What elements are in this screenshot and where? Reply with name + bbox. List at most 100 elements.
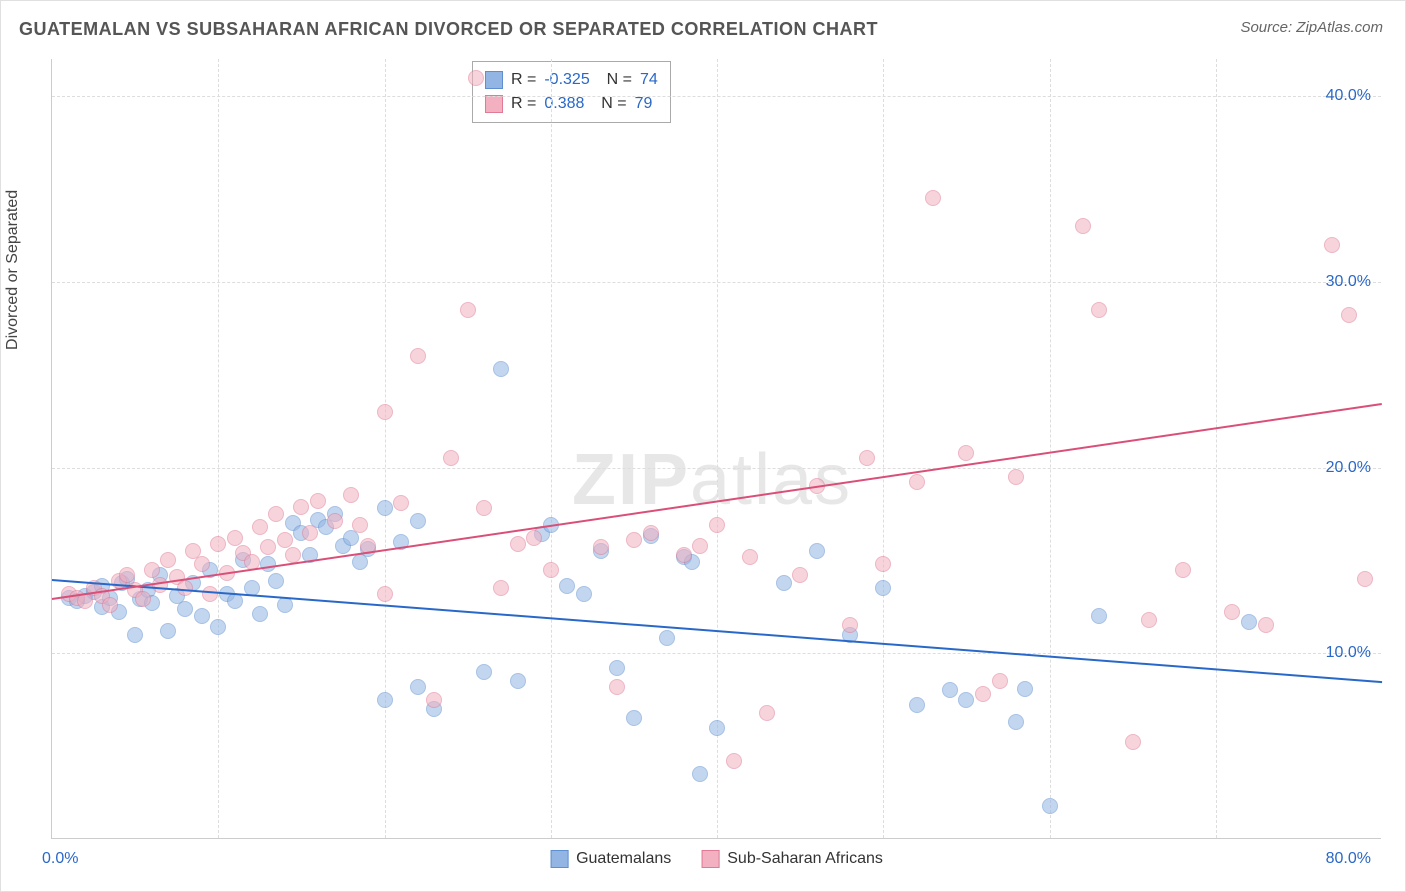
data-point-series-1: [626, 710, 642, 726]
data-point-series-1: [177, 601, 193, 617]
data-point-series-2: [293, 499, 309, 515]
data-point-series-1: [127, 627, 143, 643]
data-point-series-2: [1091, 302, 1107, 318]
n-value-1: 74: [640, 68, 658, 92]
data-point-series-1: [227, 593, 243, 609]
data-point-series-1: [776, 575, 792, 591]
data-point-series-2: [227, 530, 243, 546]
data-point-series-2: [426, 692, 442, 708]
data-point-series-2: [1357, 571, 1373, 587]
gridline-vertical: [385, 59, 386, 838]
data-point-series-2: [742, 549, 758, 565]
y-tick-label: 10.0%: [1326, 644, 1371, 662]
data-point-series-2: [626, 532, 642, 548]
data-point-series-2: [692, 538, 708, 554]
data-point-series-2: [709, 517, 725, 533]
data-point-series-2: [1324, 237, 1340, 253]
data-point-series-2: [410, 348, 426, 364]
data-point-series-2: [609, 679, 625, 695]
data-point-series-1: [493, 361, 509, 377]
data-point-series-2: [285, 547, 301, 563]
data-point-series-1: [194, 608, 210, 624]
data-point-series-1: [692, 766, 708, 782]
x-axis-end-label: 80.0%: [1326, 850, 1371, 868]
data-point-series-2: [493, 580, 509, 596]
data-point-series-1: [277, 597, 293, 613]
data-point-series-1: [377, 500, 393, 516]
data-point-series-2: [352, 517, 368, 533]
data-point-series-2: [202, 586, 218, 602]
gridline-vertical: [1050, 59, 1051, 838]
data-point-series-2: [194, 556, 210, 572]
data-point-series-2: [543, 562, 559, 578]
data-point-series-2: [277, 532, 293, 548]
data-point-series-2: [119, 567, 135, 583]
data-point-series-2: [975, 686, 991, 702]
data-point-series-1: [942, 682, 958, 698]
data-point-series-1: [559, 578, 575, 594]
legend-item-1: Guatemalans: [550, 850, 671, 868]
data-point-series-2: [260, 539, 276, 555]
data-point-series-2: [252, 519, 268, 535]
data-point-series-2: [958, 445, 974, 461]
data-point-series-1: [609, 660, 625, 676]
data-point-series-1: [260, 556, 276, 572]
data-point-series-1: [909, 697, 925, 713]
data-point-series-1: [576, 586, 592, 602]
data-point-series-2: [992, 673, 1008, 689]
data-point-series-2: [343, 487, 359, 503]
data-point-series-1: [809, 543, 825, 559]
y-tick-label: 40.0%: [1326, 87, 1371, 105]
data-point-series-1: [210, 619, 226, 635]
data-point-series-2: [526, 530, 542, 546]
data-point-series-2: [210, 536, 226, 552]
legend-label-2: Sub-Saharan Africans: [727, 850, 883, 868]
data-point-series-2: [377, 404, 393, 420]
swatch-series-2: [485, 95, 503, 113]
legend-label-1: Guatemalans: [576, 850, 671, 868]
x-axis-start-label: 0.0%: [42, 850, 78, 868]
watermark-light: atlas: [690, 440, 852, 520]
bottom-legend: Guatemalans Sub-Saharan Africans: [550, 850, 883, 868]
y-axis-title: Divorced or Separated: [4, 190, 22, 350]
data-point-series-2: [643, 525, 659, 541]
data-point-series-2: [1258, 617, 1274, 633]
data-point-series-2: [310, 493, 326, 509]
data-point-series-1: [875, 580, 891, 596]
data-point-series-1: [377, 692, 393, 708]
data-point-series-2: [268, 506, 284, 522]
data-point-series-2: [1341, 307, 1357, 323]
data-point-series-2: [160, 552, 176, 568]
source-attribution: Source: ZipAtlas.com: [1240, 19, 1383, 36]
data-point-series-1: [268, 573, 284, 589]
gridline-vertical: [1216, 59, 1217, 838]
data-point-series-1: [252, 606, 268, 622]
data-point-series-2: [909, 474, 925, 490]
data-point-series-2: [859, 450, 875, 466]
plot-area: ZIPatlas R = -0.325 N = 74 R = 0.388 N =…: [51, 59, 1381, 839]
data-point-series-1: [709, 720, 725, 736]
data-point-series-1: [1017, 681, 1033, 697]
data-point-series-2: [1175, 562, 1191, 578]
data-point-series-1: [1091, 608, 1107, 624]
data-point-series-2: [102, 597, 118, 613]
data-point-series-2: [593, 539, 609, 555]
data-point-series-2: [1125, 734, 1141, 750]
data-point-series-2: [1008, 469, 1024, 485]
legend-swatch-1: [550, 850, 568, 868]
data-point-series-1: [510, 673, 526, 689]
data-point-series-2: [925, 190, 941, 206]
data-point-series-2: [393, 495, 409, 511]
data-point-series-2: [1141, 612, 1157, 628]
data-point-series-2: [460, 302, 476, 318]
data-point-series-2: [759, 705, 775, 721]
legend-item-2: Sub-Saharan Africans: [701, 850, 883, 868]
swatch-series-1: [485, 71, 503, 89]
chart-container: GUATEMALAN VS SUBSAHARAN AFRICAN DIVORCE…: [0, 0, 1406, 892]
data-point-series-2: [510, 536, 526, 552]
data-point-series-1: [1042, 798, 1058, 814]
data-point-series-2: [135, 591, 151, 607]
data-point-series-1: [476, 664, 492, 680]
data-point-series-1: [659, 630, 675, 646]
data-point-series-2: [327, 513, 343, 529]
